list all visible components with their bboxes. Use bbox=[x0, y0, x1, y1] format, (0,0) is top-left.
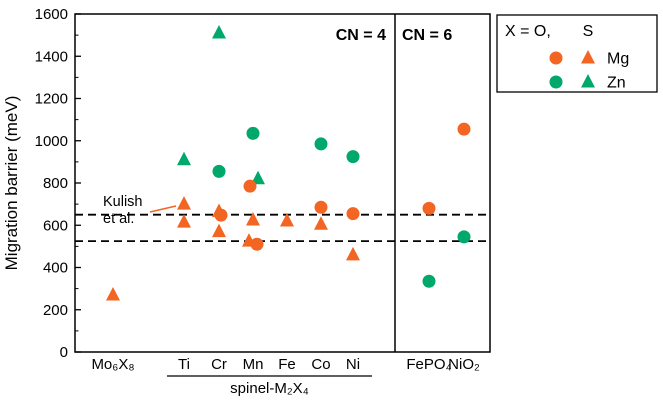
point-Mg-O-Co bbox=[314, 200, 328, 214]
y-tick-label: 1600 bbox=[35, 6, 68, 23]
point-Zn-O-Ni bbox=[346, 150, 360, 164]
y-tick-label: 1200 bbox=[35, 91, 68, 108]
y-tick-label: 800 bbox=[43, 175, 68, 192]
point-Mg-S-Ni bbox=[346, 246, 360, 261]
point-Mg-S-Ti bbox=[177, 214, 191, 228]
region-label-cn6: CN = 6 bbox=[402, 27, 452, 44]
y-tick-label: 1000 bbox=[35, 133, 68, 150]
legend-label-Mg: Mg bbox=[607, 51, 629, 68]
legend-label-Zn: Zn bbox=[607, 75, 626, 92]
y-tick-label: 400 bbox=[43, 260, 68, 277]
point-Zn-S-Ti bbox=[177, 151, 191, 166]
point-Mg-O-Ni bbox=[346, 207, 360, 221]
y-axis-title: Migration barrier (meV) bbox=[2, 96, 21, 271]
point-Zn-O-Cr bbox=[212, 164, 226, 178]
x-category-label-Mo6X8: Mo₆X₈ bbox=[91, 356, 134, 373]
y-tick-label: 200 bbox=[43, 302, 68, 319]
legend-title-s: S bbox=[583, 23, 594, 40]
y-tick-label: 0 bbox=[60, 344, 68, 361]
point-Mg-S-Co bbox=[314, 216, 328, 230]
legend-title-x-equals-o: X = O, bbox=[505, 23, 551, 40]
spinel-group-label: spinel-M₂X₄ bbox=[230, 380, 309, 397]
point-Zn-S-Cr bbox=[212, 25, 226, 39]
point-Mg-S-Cr bbox=[212, 223, 226, 238]
legend-triangle-icon-Zn bbox=[581, 74, 595, 88]
point-Zn-O-FePO4 bbox=[422, 274, 436, 288]
kulish-pointer-line bbox=[149, 205, 177, 213]
legend-box bbox=[496, 14, 658, 93]
legend-triangle-icon-Mg bbox=[581, 50, 595, 64]
kulish-annotation-line: Kulish bbox=[103, 194, 143, 210]
kulish-annotation-line: et al. bbox=[103, 211, 134, 227]
x-category-label-Ti: Ti bbox=[178, 356, 190, 373]
point-Mg-S-Ti bbox=[177, 196, 191, 210]
legend-circle-icon-Mg bbox=[549, 51, 563, 65]
point-Mg-O-Mn bbox=[250, 237, 264, 251]
point-Mg-S-Mo6X8 bbox=[106, 286, 120, 301]
point-Mg-O-FePO4 bbox=[422, 201, 436, 215]
plot-box bbox=[74, 13, 491, 353]
point-Zn-S-Mn bbox=[251, 170, 265, 185]
x-category-label-Cr: Cr bbox=[211, 356, 227, 373]
point-Mg-O-NiO2 bbox=[457, 122, 471, 136]
point-Zn-O-Co bbox=[314, 137, 328, 151]
x-category-label-FePO4: FePO₄ bbox=[406, 356, 451, 373]
x-category-label-Ni: Ni bbox=[346, 356, 360, 373]
point-Zn-O-NiO2 bbox=[457, 230, 471, 244]
y-tick-label: 600 bbox=[43, 217, 68, 234]
legend-circle-icon-Zn bbox=[549, 75, 563, 89]
x-category-label-Fe: Fe bbox=[278, 356, 296, 373]
point-Mg-O-Mn bbox=[243, 179, 257, 193]
x-category-label-NiO2: NiO₂ bbox=[448, 356, 480, 373]
point-Mg-S-Mn bbox=[246, 211, 260, 226]
point-Zn-O-Mn bbox=[246, 126, 260, 140]
point-Mg-O-Cr bbox=[214, 208, 228, 222]
x-category-label-Co: Co bbox=[311, 356, 330, 373]
region-label-cn4: CN = 4 bbox=[336, 27, 386, 44]
x-category-label-Mn: Mn bbox=[243, 356, 264, 373]
point-Mg-S-Fe bbox=[280, 213, 294, 227]
y-tick-label: 1400 bbox=[35, 48, 68, 65]
